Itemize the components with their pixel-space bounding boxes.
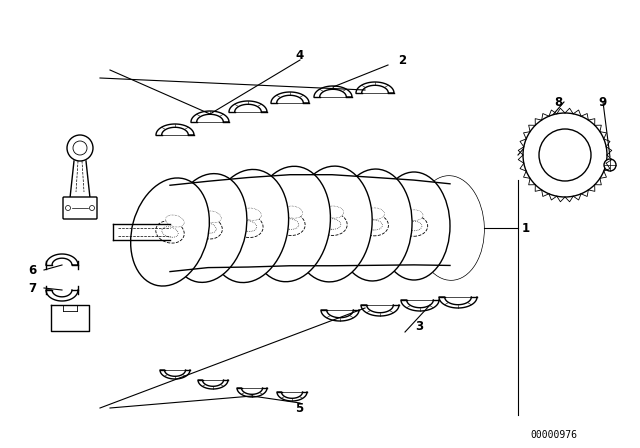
Ellipse shape	[405, 210, 423, 220]
Polygon shape	[46, 254, 78, 265]
Text: 3: 3	[415, 320, 423, 333]
Ellipse shape	[250, 166, 330, 282]
Polygon shape	[314, 86, 352, 97]
Ellipse shape	[292, 166, 372, 282]
Ellipse shape	[275, 212, 305, 236]
Polygon shape	[439, 297, 477, 308]
Ellipse shape	[365, 208, 385, 220]
Ellipse shape	[441, 213, 458, 223]
Ellipse shape	[169, 174, 247, 282]
Text: 4: 4	[295, 48, 303, 61]
Ellipse shape	[416, 176, 484, 280]
Ellipse shape	[378, 172, 450, 280]
Polygon shape	[361, 305, 399, 316]
Polygon shape	[198, 380, 228, 389]
Ellipse shape	[281, 219, 299, 229]
Ellipse shape	[169, 174, 247, 282]
Polygon shape	[51, 305, 89, 331]
Text: 9: 9	[598, 95, 606, 108]
Polygon shape	[156, 124, 194, 135]
Ellipse shape	[194, 217, 222, 239]
Ellipse shape	[131, 178, 209, 286]
Text: 8: 8	[554, 95, 563, 108]
Polygon shape	[277, 392, 307, 401]
Text: 00000976: 00000976	[530, 430, 577, 440]
Circle shape	[604, 159, 616, 171]
Ellipse shape	[283, 206, 303, 218]
Polygon shape	[229, 101, 267, 112]
Ellipse shape	[437, 218, 463, 238]
Polygon shape	[237, 388, 267, 397]
Polygon shape	[271, 92, 309, 103]
Ellipse shape	[324, 206, 344, 218]
Ellipse shape	[207, 169, 289, 283]
Ellipse shape	[416, 176, 484, 280]
Ellipse shape	[378, 172, 450, 280]
Ellipse shape	[239, 220, 257, 232]
Ellipse shape	[200, 223, 216, 233]
Text: 5: 5	[295, 401, 303, 414]
Circle shape	[539, 129, 591, 181]
Text: 2: 2	[398, 53, 406, 66]
Ellipse shape	[207, 169, 289, 283]
Ellipse shape	[365, 220, 382, 230]
Polygon shape	[321, 310, 359, 321]
Ellipse shape	[131, 178, 209, 286]
Ellipse shape	[406, 221, 422, 231]
Polygon shape	[191, 111, 229, 122]
Text: 7: 7	[28, 281, 36, 294]
Ellipse shape	[156, 221, 184, 243]
Text: 1: 1	[522, 221, 530, 234]
Polygon shape	[160, 370, 190, 379]
Ellipse shape	[401, 216, 428, 236]
Ellipse shape	[442, 224, 458, 233]
Ellipse shape	[292, 166, 372, 282]
Ellipse shape	[336, 169, 412, 281]
Polygon shape	[46, 290, 78, 301]
Ellipse shape	[323, 219, 340, 229]
Ellipse shape	[250, 166, 330, 282]
Polygon shape	[401, 300, 439, 311]
Ellipse shape	[162, 227, 178, 237]
Text: 6: 6	[28, 263, 36, 276]
Circle shape	[523, 113, 607, 197]
Ellipse shape	[166, 215, 184, 227]
FancyBboxPatch shape	[63, 197, 97, 219]
Circle shape	[67, 135, 93, 161]
Ellipse shape	[233, 215, 263, 237]
Ellipse shape	[203, 211, 221, 223]
Ellipse shape	[317, 212, 347, 236]
Ellipse shape	[336, 169, 412, 281]
Polygon shape	[356, 82, 394, 93]
Ellipse shape	[360, 214, 388, 236]
Ellipse shape	[241, 208, 261, 220]
Circle shape	[73, 141, 87, 155]
